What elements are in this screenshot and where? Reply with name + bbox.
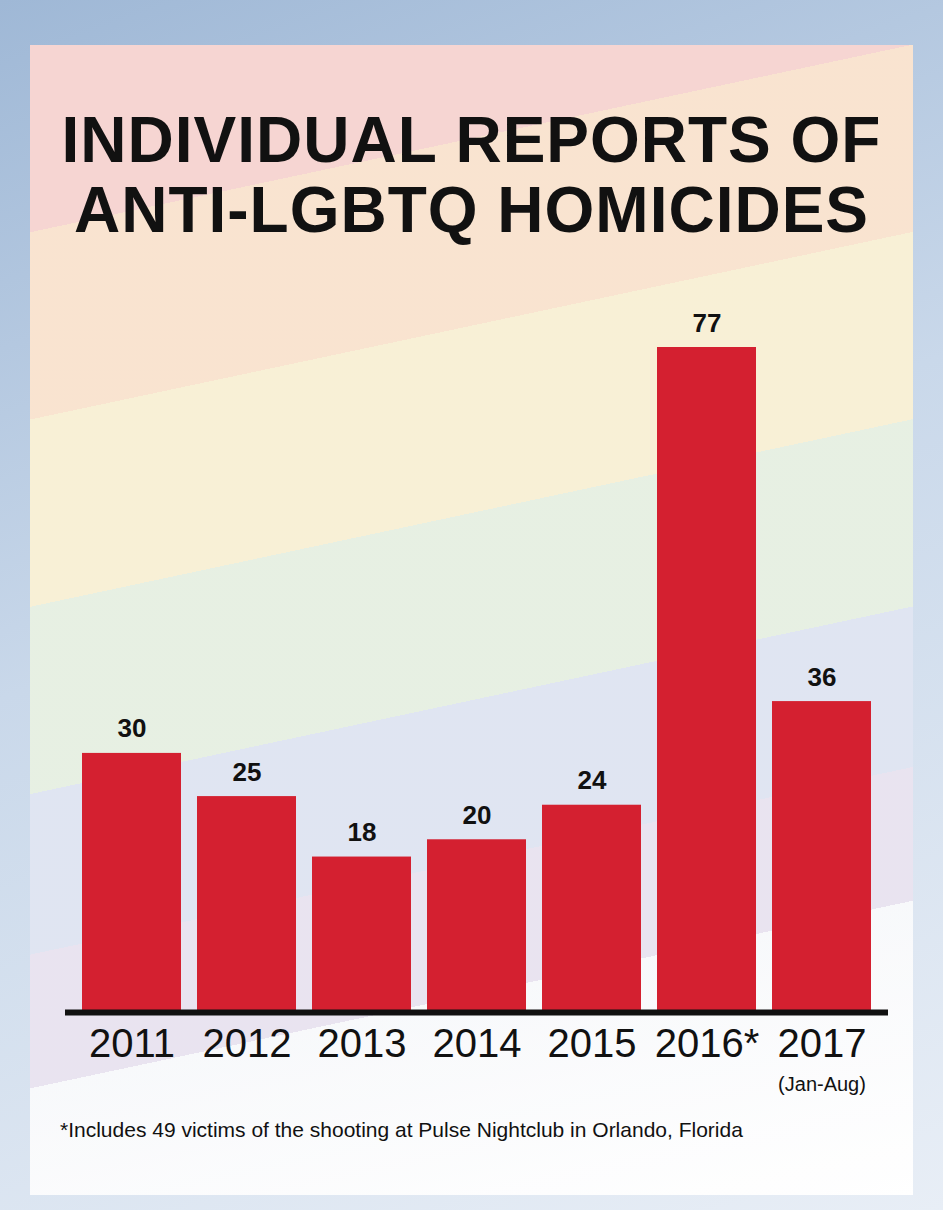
svg-text:2011: 2011 — [89, 1021, 175, 1065]
html-text:INDIVIDUAL REPORTS OF ANTI-LGB: INDIVIDUAL REPORTS OF ANTI-LGBTQ HOMICID… — [61, 104, 882, 247]
svg-text:2013: 2013 — [318, 1021, 407, 1065]
svg-text:20: 20 — [463, 800, 492, 830]
svg-text:2017: 2017 — [778, 1021, 867, 1065]
svg-text:(Jan-Aug): (Jan-Aug) — [778, 1072, 866, 1094]
svg-text:2014: 2014 — [433, 1021, 522, 1065]
svg-text:77: 77 — [693, 307, 722, 337]
svg-text:2015: 2015 — [548, 1021, 637, 1065]
svg-text:2016*: 2016* — [655, 1021, 760, 1065]
html-text:*Includes 49 victims of the sh: *Includes 49 victims of the shooting at … — [60, 1117, 743, 1141]
svg-text:30: 30 — [118, 713, 147, 743]
svg-text:36: 36 — [808, 661, 837, 691]
svg-text:24: 24 — [578, 765, 607, 795]
svg-text:25: 25 — [233, 756, 262, 786]
svg-text:2012: 2012 — [203, 1021, 292, 1065]
svg-text:18: 18 — [348, 817, 377, 847]
